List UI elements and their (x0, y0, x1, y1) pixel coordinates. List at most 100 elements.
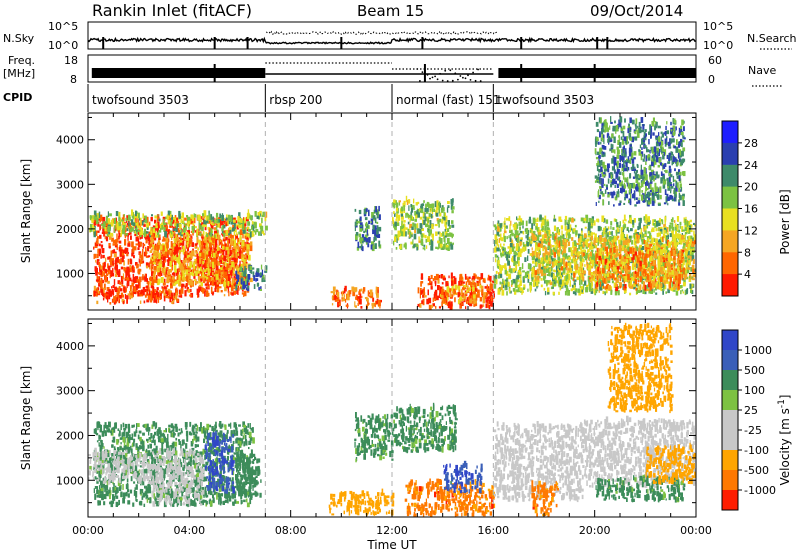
power-cell-3 (221, 272, 224, 275)
power-cell-3 (225, 247, 228, 250)
power-cell-1 (159, 290, 161, 293)
power-cell-0 (146, 240, 148, 244)
power-cell-4 (234, 231, 236, 236)
power-cell-11 (508, 246, 511, 249)
power-cell-11 (683, 291, 685, 293)
power-cell-3 (204, 270, 206, 273)
power-cell-11 (610, 232, 611, 235)
power-cell-8 (446, 245, 449, 248)
power-cell-7 (359, 246, 361, 248)
power-cell-4 (203, 216, 206, 219)
power-cell-11 (572, 285, 574, 288)
power-cell-0 (146, 286, 149, 288)
power-cell-8 (416, 210, 418, 213)
power-cell-0 (231, 289, 234, 291)
nsky-tick-low: 10^0 (48, 39, 78, 52)
power-cell-8 (421, 234, 424, 237)
power-cell-8 (425, 235, 427, 238)
power-cell-11 (615, 219, 617, 222)
power-cell-2 (217, 285, 219, 287)
power-cell-3 (166, 238, 169, 243)
power-cell-0 (224, 294, 226, 296)
power-cell-11 (655, 293, 657, 295)
power-cell-4 (139, 225, 141, 229)
power-cell-7 (371, 221, 372, 223)
power-cell-3 (181, 250, 183, 252)
power-cell-9 (421, 290, 423, 295)
power-cell-9 (435, 306, 436, 309)
power-cell-11 (621, 227, 623, 231)
power-cell-3 (215, 251, 217, 254)
power-cell-11 (582, 290, 584, 293)
power-cell-5 (242, 284, 245, 289)
power-cell-3 (171, 280, 173, 282)
power-cell-12 (573, 279, 574, 282)
power-cell-8 (416, 244, 419, 248)
power-cell-3 (224, 261, 225, 266)
power-cell-12 (584, 264, 585, 267)
power-cell-11 (513, 255, 515, 261)
power-cell-4 (254, 222, 257, 228)
power-cell-8 (396, 203, 399, 208)
power-cell-11 (508, 235, 509, 238)
power-cell-4 (163, 219, 165, 225)
power-cell-3 (180, 264, 183, 270)
power-cell-9 (486, 292, 488, 296)
power-cell-0 (110, 261, 112, 266)
power-cell-8 (413, 207, 415, 210)
power-cell-0 (111, 258, 114, 261)
power-cell-4 (151, 214, 153, 216)
power-cell-6 (372, 298, 374, 302)
power-cell-0 (123, 250, 126, 253)
power-cell-7 (359, 210, 362, 214)
power-cell-0 (244, 291, 247, 296)
power-cell-1 (103, 298, 104, 301)
power-cell-0 (211, 287, 213, 293)
power-cell-0 (97, 259, 99, 261)
power-cell-3 (195, 271, 198, 276)
cpid-row: CPID twofsound 3503 rbsp 200 normal (fast)… (3, 84, 594, 112)
power-cell-3 (152, 244, 154, 248)
nave-dot (454, 72, 456, 74)
power-cell-8 (437, 241, 440, 244)
power-cell-8 (406, 227, 408, 230)
power-cell-4 (236, 224, 238, 226)
power-cell-4 (188, 227, 189, 230)
power-cell-9 (475, 275, 477, 279)
power-cell-3 (219, 241, 221, 246)
power-cell-3 (248, 255, 251, 261)
power-cell-11 (538, 232, 541, 235)
power-cell-8 (423, 245, 425, 247)
power-cell-9 (448, 276, 449, 279)
power-cell-4 (157, 214, 158, 216)
power-cell-3 (223, 282, 226, 287)
power-cell-11 (527, 271, 530, 274)
power-cell-12 (671, 257, 673, 260)
power-cell-4 (133, 215, 134, 219)
power-cell-4 (252, 221, 254, 224)
power-cell-1 (176, 299, 179, 302)
power-cell-0 (162, 286, 163, 289)
power-cell-0 (101, 278, 103, 284)
cpid-segment-label-2: normal (fast) 151 (396, 93, 500, 107)
power-cell-3 (203, 249, 206, 253)
power-cell-11 (536, 281, 539, 286)
power-cell-0 (107, 257, 109, 260)
power-cell-0 (185, 286, 187, 289)
power-cell-6 (345, 299, 346, 303)
power-cell-3 (245, 259, 247, 262)
power-cell-0 (120, 288, 123, 291)
power-cell-0 (111, 250, 113, 256)
power-cell-1 (154, 297, 156, 302)
power-cell-10 (458, 286, 461, 290)
power-cell-1 (150, 300, 152, 303)
power-cell-0 (128, 241, 131, 243)
power-cell-9 (443, 278, 446, 281)
power-cell-11 (517, 257, 520, 260)
power-cell-3 (182, 271, 184, 277)
power-cell-6 (337, 292, 339, 298)
power-cell-0 (131, 280, 133, 282)
power-cell-9 (424, 295, 427, 297)
freq-band-0 (92, 68, 265, 78)
